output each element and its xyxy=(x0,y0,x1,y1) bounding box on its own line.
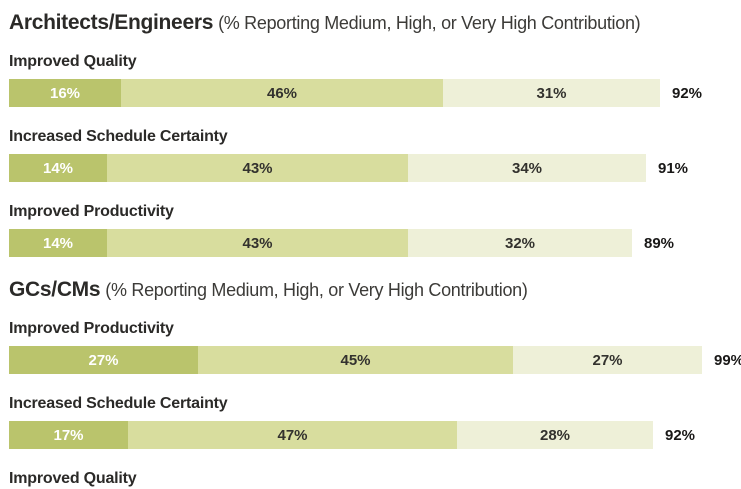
bar-segment: 27% xyxy=(9,346,198,374)
bar-total-value: 92% xyxy=(665,426,696,444)
section-header: Architects/Engineers (% Reporting Medium,… xyxy=(9,10,741,38)
bar-row-label: Improved Productivity xyxy=(9,320,174,337)
bar-row: Improved Productivity 14% 43% 32% 89% xyxy=(9,202,741,257)
bar-segment-value: 14% xyxy=(42,234,74,252)
bar-line: 27% 45% 27% 99% xyxy=(9,346,741,374)
bar-row: Increased Schedule Certainty 17% 47% 28% 92% xyxy=(9,394,741,449)
bar-segment: 16% xyxy=(9,79,121,107)
bar-line: 14% 43% 34% 91% xyxy=(9,154,741,182)
bar-row-label: Improved Productivity xyxy=(9,203,174,220)
bar-segment-value: 43% xyxy=(242,234,273,252)
bar-segment: 43% xyxy=(107,229,408,257)
stacked-bar: 17% 47% 28% xyxy=(9,421,653,449)
bar-line: 16% 46% 31% 92% xyxy=(9,79,741,107)
bar-segment-value: 17% xyxy=(53,426,84,444)
bar-segment: 28% xyxy=(457,421,653,449)
bar-total-value: 92% xyxy=(672,84,703,102)
bar-segment-value: 32% xyxy=(504,234,536,252)
bar-total-value: 89% xyxy=(644,234,675,252)
bar-row-label: Increased Schedule Certainty xyxy=(9,128,228,145)
bar-segment: 45% xyxy=(198,346,513,374)
bar-line: 14% 43% 32% 89% xyxy=(9,229,741,257)
bar-total-value: 91% xyxy=(658,159,689,177)
bar-segment: 14% xyxy=(9,229,107,257)
bar-segment-value: 14% xyxy=(42,159,74,177)
bar-segment-value: 28% xyxy=(539,426,571,444)
bar-row: Improved Quality 16% 46% 31% 92% xyxy=(9,52,741,107)
stacked-bar: 14% 43% 34% xyxy=(9,154,646,182)
section-title: Architects/Engineers xyxy=(9,11,214,34)
bar-segment: 32% xyxy=(408,229,632,257)
bar-segment: 31% xyxy=(443,79,660,107)
bar-total-value: 99% xyxy=(714,351,741,369)
bar-line: 17% 47% 28% 92% xyxy=(9,421,741,449)
section-title: GCs/CMs xyxy=(9,278,101,301)
chart-sections: Architects/Engineers (% Reporting Medium,… xyxy=(9,10,741,489)
bar-segment-value: 46% xyxy=(266,84,298,102)
bar-row: Increased Schedule Certainty 14% 43% 34% 91% xyxy=(9,127,741,182)
bar-segment: 43% xyxy=(107,154,408,182)
bar-row: Improved Productivity 27% 45% 27% 99% xyxy=(9,319,741,374)
bar-segment-value: 34% xyxy=(511,159,543,177)
bar-segment-value: 16% xyxy=(49,84,81,102)
bar-segment: 46% xyxy=(121,79,443,107)
bar-segment-value: 43% xyxy=(242,159,273,177)
bar-segment: 47% xyxy=(128,421,457,449)
section-subtitle: (% Reporting Medium, High, or Very High … xyxy=(218,13,641,33)
bar-row: Improved Quality xyxy=(9,469,741,489)
stacked-bar: 14% 43% 32% xyxy=(9,229,632,257)
bar-segment-value: 31% xyxy=(536,84,567,102)
section-subtitle: (% Reporting Medium, High, or Very High … xyxy=(105,280,528,300)
bar-segment: 17% xyxy=(9,421,128,449)
chart-section: Architects/Engineers (% Reporting Medium,… xyxy=(9,10,741,257)
bar-segment: 27% xyxy=(513,346,702,374)
bar-segment-value: 27% xyxy=(592,351,623,369)
stacked-bar: 16% 46% 31% xyxy=(9,79,660,107)
bar-segment: 14% xyxy=(9,154,107,182)
bar-segment-value: 47% xyxy=(277,426,308,444)
bar-segment: 34% xyxy=(408,154,646,182)
bar-segment-value: 45% xyxy=(340,351,371,369)
bar-row-label: Improved Quality xyxy=(9,53,137,70)
bar-segment-value: 27% xyxy=(88,351,119,369)
stacked-bar: 27% 45% 27% xyxy=(9,346,702,374)
chart-section: GCs/CMs (% Reporting Medium, High, or Ver… xyxy=(9,277,741,489)
bar-row-label: Increased Schedule Certainty xyxy=(9,395,228,412)
bar-row-label: Improved Quality xyxy=(9,470,137,487)
section-header: GCs/CMs (% Reporting Medium, High, or Ver… xyxy=(9,277,741,305)
